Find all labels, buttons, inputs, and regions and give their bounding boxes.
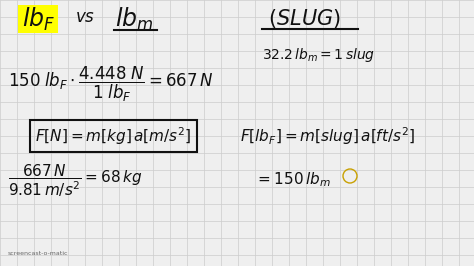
Text: $F[N]=m[kg]\,a[m/s^2]$: $F[N]=m[kg]\,a[m/s^2]$ bbox=[35, 125, 191, 147]
Text: $vs$: $vs$ bbox=[75, 8, 95, 26]
Text: $\dfrac{667\,N}{9.81\,m/s^2} = 68\,kg$: $\dfrac{667\,N}{9.81\,m/s^2} = 68\,kg$ bbox=[8, 163, 142, 200]
Text: screencast-o-matic: screencast-o-matic bbox=[8, 251, 69, 256]
Text: $lb_F$: $lb_F$ bbox=[22, 5, 55, 33]
Text: $(SLUG)$: $(SLUG)$ bbox=[268, 6, 341, 30]
Text: $= 150\,lb_m$: $= 150\,lb_m$ bbox=[255, 170, 331, 189]
Text: $lb_m$: $lb_m$ bbox=[115, 5, 154, 33]
Bar bbox=[18, 5, 58, 33]
Text: $F[lb_F]=m[slug]\,a[ft/s^2]$: $F[lb_F]=m[slug]\,a[ft/s^2]$ bbox=[240, 125, 415, 147]
Text: $150\;lb_F\cdot\dfrac{4.448\;N}{1\;lb_F} = 667\,N$: $150\;lb_F\cdot\dfrac{4.448\;N}{1\;lb_F}… bbox=[8, 65, 214, 104]
Text: $32.2\,lb_m = 1\,slug$: $32.2\,lb_m = 1\,slug$ bbox=[262, 46, 375, 64]
